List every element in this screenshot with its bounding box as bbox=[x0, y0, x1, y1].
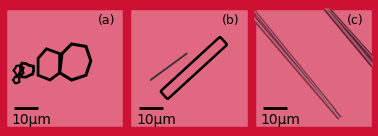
Text: (c): (c) bbox=[347, 14, 364, 27]
Text: 10μm: 10μm bbox=[12, 113, 52, 127]
Text: 10μm: 10μm bbox=[136, 113, 176, 127]
Text: (b): (b) bbox=[222, 14, 240, 27]
Text: 10μm: 10μm bbox=[261, 113, 301, 127]
Text: (a): (a) bbox=[98, 14, 115, 27]
